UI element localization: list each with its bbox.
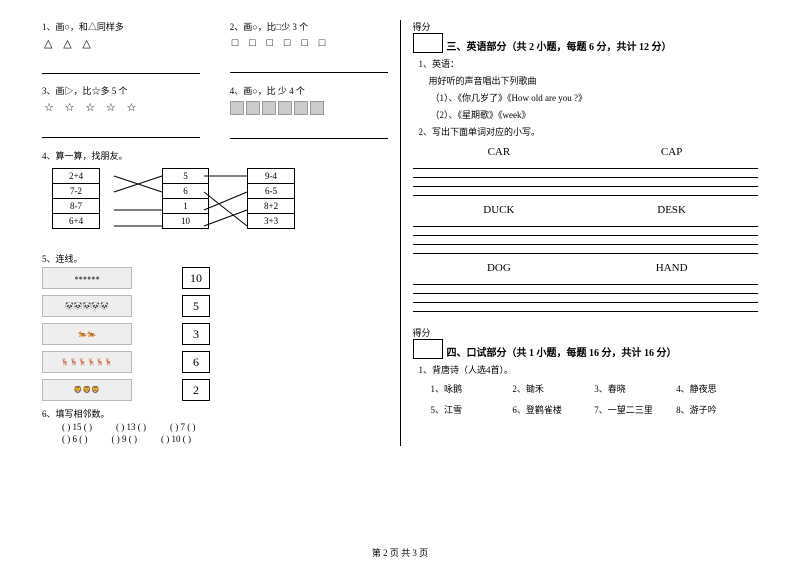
answer-line <box>230 129 388 139</box>
match-area: 2+4 7-2 8-7 6+4 5 6 1 10 9-4 6-5 8+2 3+3 <box>52 162 388 252</box>
score-row: 得分 三、英语部分（共 2 小题，每题 6 分，共计 12 分） <box>413 20 759 53</box>
linking-area: ●●●●●● 10 🐼🐼🐼🐼🐼 5 🐅🐅 3 🦌🦌🦌🦌🦌🦌 6 🦁🦁🦁 2 <box>42 267 388 401</box>
score-box <box>413 339 443 359</box>
writing-lines <box>413 276 759 312</box>
answer-line <box>42 64 200 74</box>
sec3-q1c: （1）、《你几岁了》《How old are you ?》 <box>431 91 759 104</box>
sec3-q1d: （2）、《星期歌》《week》 <box>431 108 759 121</box>
left-column: 1、画○，和△同样多 △ △ △ 2、画○，比□少 3 个 □ □ □ □ □ … <box>30 20 401 446</box>
q4-icons <box>230 101 388 115</box>
sec3-q2: 2、写出下面单词对应的小写。 <box>419 125 759 138</box>
q3-shapes: ☆ ☆ ☆ ☆ ☆ <box>44 101 200 114</box>
score-label: 得分 <box>413 326 443 339</box>
match-col-b: 5 6 1 10 <box>162 168 209 229</box>
link-image: 🦌🦌🦌🦌🦌🦌 <box>42 351 132 373</box>
q1-title: 1、画○，和△同样多 <box>42 20 200 33</box>
q5-title: 5、连线。 <box>42 252 388 265</box>
sec3-q1a: 1、英语： <box>419 57 759 70</box>
link-num: 2 <box>182 379 210 401</box>
word-pair: DUCK DESK <box>413 204 759 216</box>
link-image: 🐼🐼🐼🐼🐼 <box>42 295 132 317</box>
right-column: 得分 三、英语部分（共 2 小题，每题 6 分，共计 12 分） 1、英语： 用… <box>401 20 771 446</box>
q1-shapes: △ △ △ <box>44 37 200 50</box>
match-col-a: 2+4 7-2 8-7 6+4 <box>52 168 100 229</box>
q2-title: 2、画○，比□少 3 个 <box>230 20 388 33</box>
q4match-title: 4、算一算，找朋友。 <box>42 149 388 162</box>
match-col-c: 9-4 6-5 8+2 3+3 <box>247 168 295 229</box>
answer-line <box>230 63 388 73</box>
sec4-q1: 1、背唐诗（人选4首）。 <box>419 363 759 376</box>
writing-lines <box>413 160 759 196</box>
sec4-title: 四、口试部分（共 1 小题，每题 16 分，共计 16 分） <box>447 344 677 359</box>
q3: 3、画▷，比☆多 5 个 ☆ ☆ ☆ ☆ ☆ <box>42 84 200 139</box>
q4: 4、画○，比 少 4 个 <box>230 84 388 139</box>
score-row: 得分 四、口试部分（共 1 小题，每题 16 分，共计 16 分） <box>413 326 759 359</box>
link-num: 10 <box>182 267 210 289</box>
writing-lines <box>413 218 759 254</box>
link-num: 6 <box>182 351 210 373</box>
link-num: 3 <box>182 323 210 345</box>
score-label: 得分 <box>413 20 443 33</box>
sec3-title: 三、英语部分（共 2 小题，每题 6 分，共计 12 分） <box>447 38 672 53</box>
answer-line <box>42 128 200 138</box>
q2-shapes: □ □ □ □ □ □ <box>232 37 388 49</box>
link-num: 5 <box>182 295 210 317</box>
q3-title: 3、画▷，比☆多 5 个 <box>42 84 200 97</box>
q4-title: 4、画○，比 少 4 个 <box>230 84 388 97</box>
word-pair: DOG HAND <box>413 262 759 274</box>
q1: 1、画○，和△同样多 △ △ △ <box>42 20 200 74</box>
q6-title: 6、填写相邻数。 <box>42 407 388 420</box>
link-image: 🐅🐅 <box>42 323 132 345</box>
link-image: 🦁🦁🦁 <box>42 379 132 401</box>
link-image: ●●●●●● <box>42 267 132 289</box>
sec3-q1b: 用好听的声音唱出下列歌曲 <box>429 74 759 87</box>
score-box <box>413 33 443 53</box>
q6: 6、填写相邻数。 ( ) 15 ( ) ( ) 13 ( ) ( ) 7 ( )… <box>42 407 388 444</box>
word-pair: CAR CAP <box>413 146 759 158</box>
q2: 2、画○，比□少 3 个 □ □ □ □ □ □ <box>230 20 388 74</box>
page-footer: 第 2 页 共 3 页 <box>0 546 800 559</box>
poem-list: 1、咏鹅 2、锄禾 3、春晓 4、静夜思 5、江雪 6、登鹳雀楼 7、一望二三里… <box>431 382 759 424</box>
